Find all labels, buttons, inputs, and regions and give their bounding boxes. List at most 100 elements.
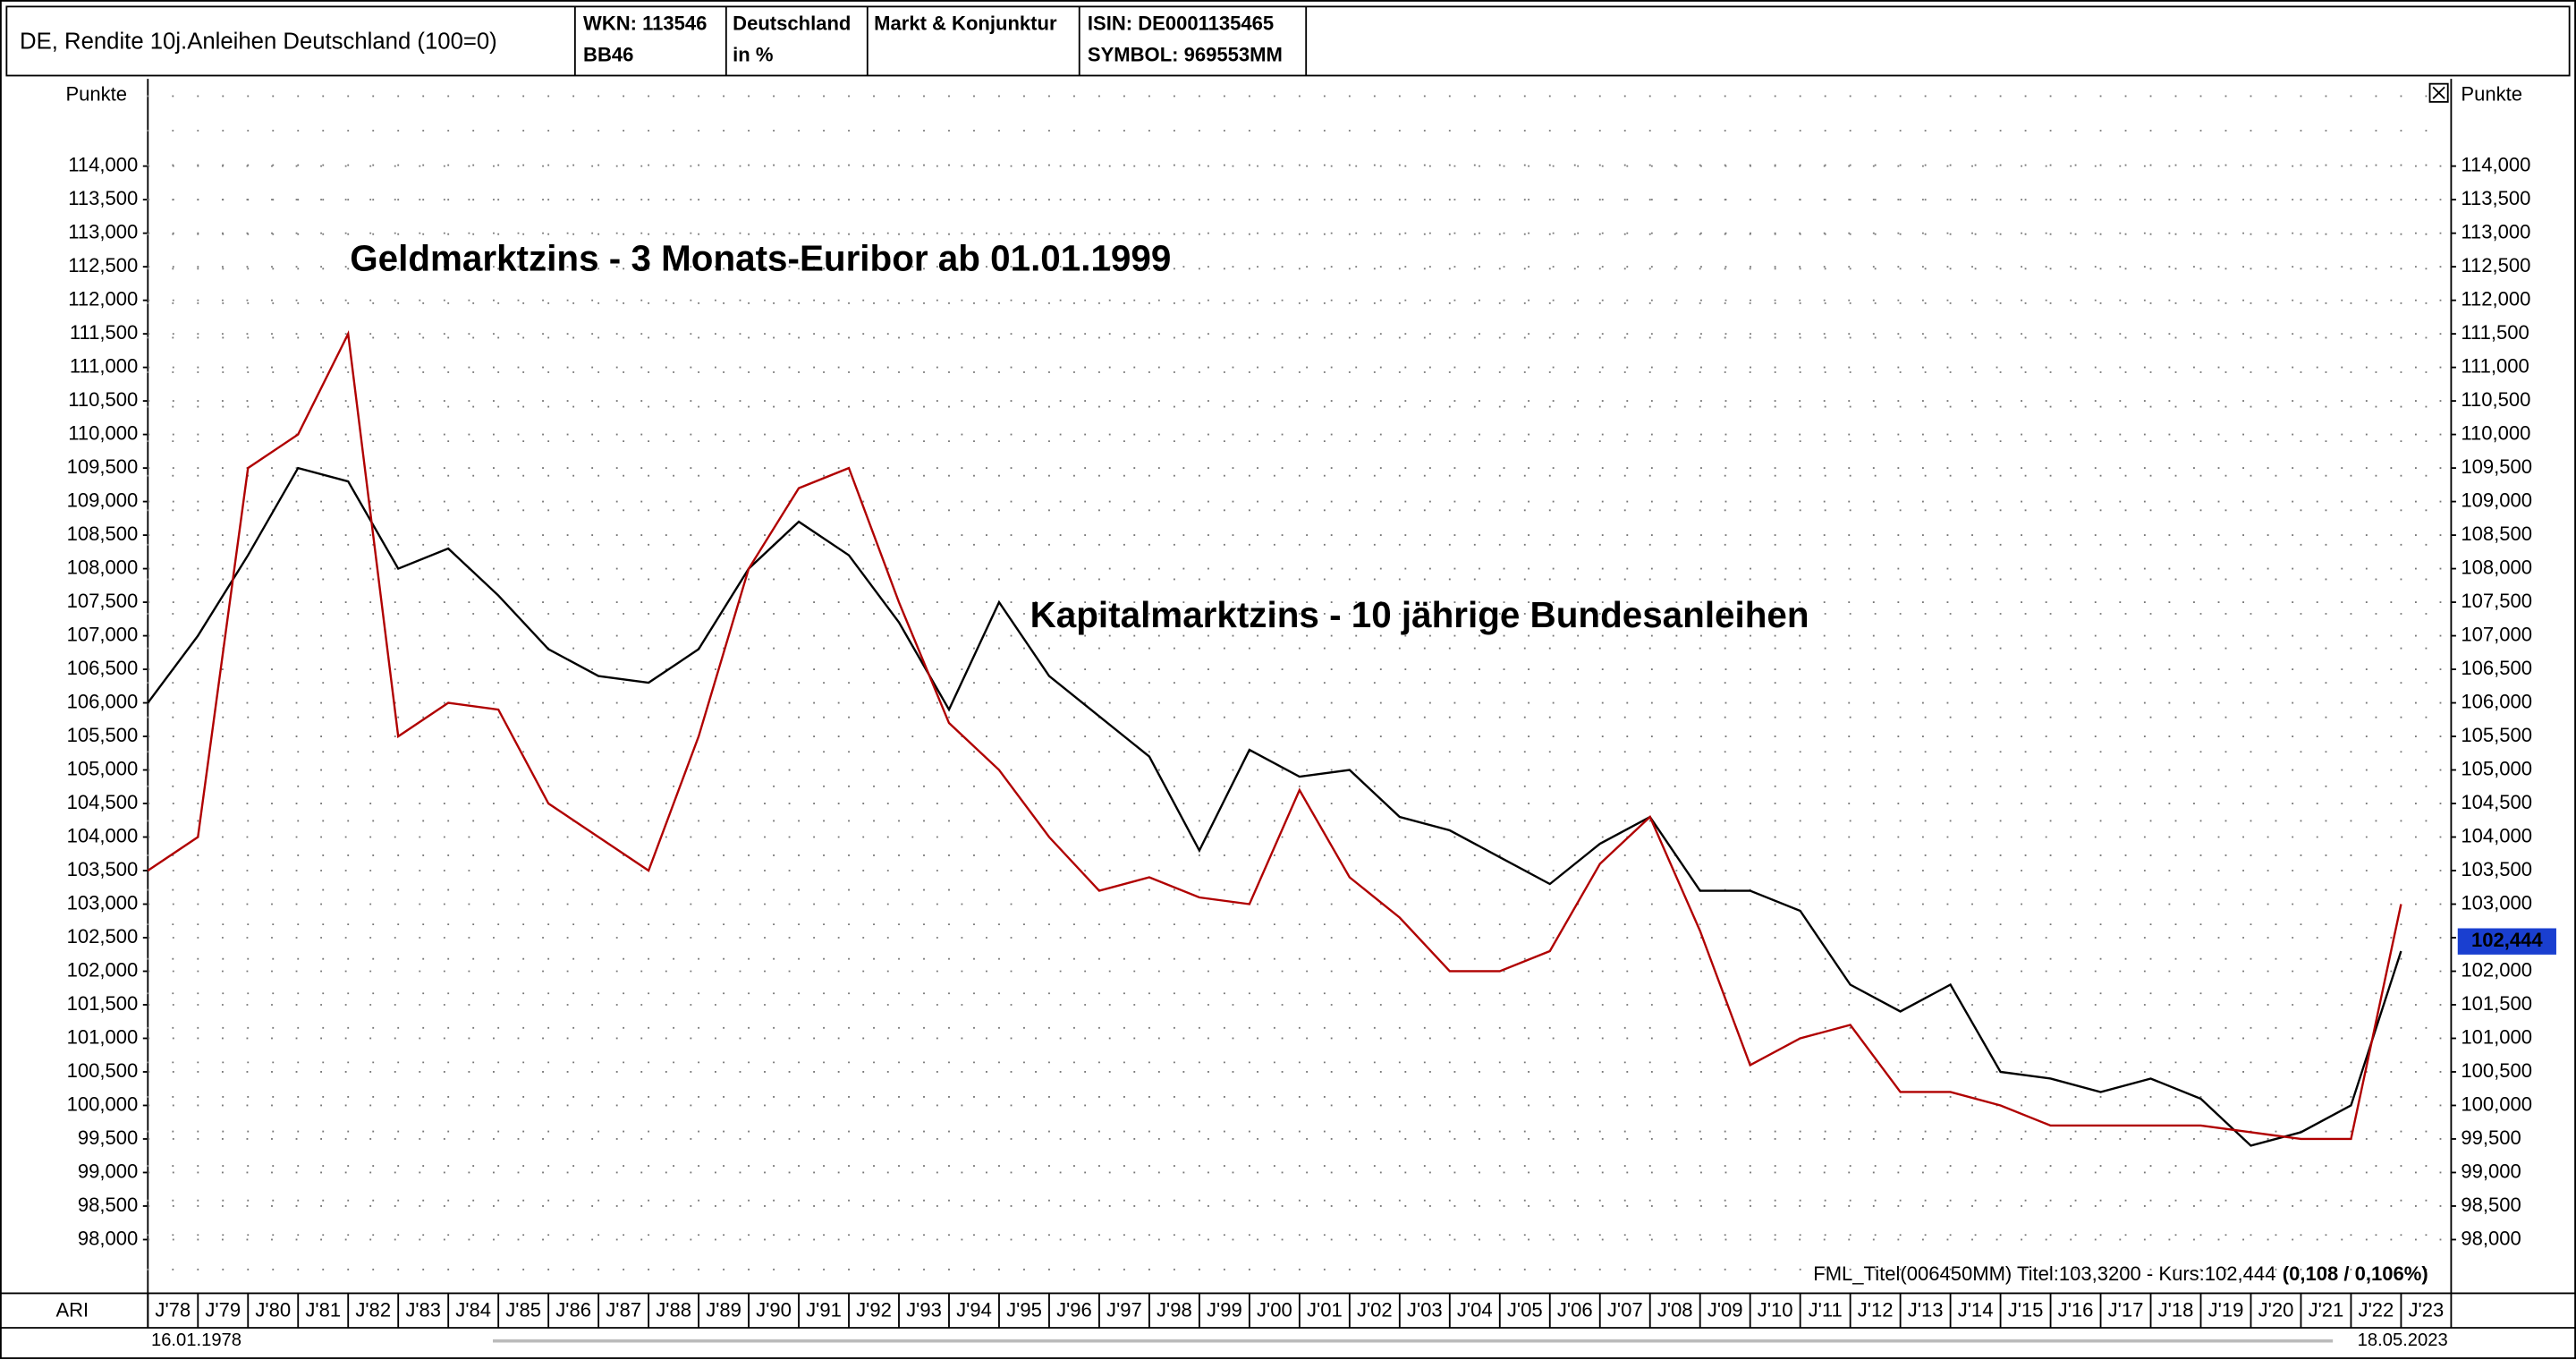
- y2-tick-label: 102,000: [2461, 958, 2532, 981]
- y-tick-label: 104,500: [67, 791, 139, 813]
- series-line: [147, 330, 2402, 1141]
- x-tick-label: J'09: [1707, 1298, 1743, 1321]
- x-tick-label: J'00: [1257, 1298, 1292, 1321]
- x-tick-label: J'17: [2108, 1298, 2144, 1321]
- y2-tick-label: 108,000: [2461, 556, 2532, 578]
- x-tick-label: J'18: [2158, 1298, 2194, 1321]
- x-tick-label: J'03: [1407, 1298, 1443, 1321]
- x-tick-label: J'86: [555, 1298, 591, 1321]
- x-tick-label: J'80: [255, 1298, 291, 1321]
- y2-tick-label: 111,500: [2461, 321, 2529, 344]
- y2-tick-label: 107,500: [2461, 590, 2532, 612]
- y-tick-label: 113,500: [68, 187, 138, 209]
- current-value-badge: [2457, 928, 2556, 955]
- y2-tick-label: 105,000: [2461, 757, 2532, 779]
- x-tick-label: J'14: [1958, 1298, 1994, 1321]
- y-tick-label: 114,000: [68, 153, 138, 175]
- x-tick-label: J'21: [2309, 1298, 2344, 1321]
- header-unit: in %: [733, 43, 774, 65]
- footer-start-date: 16.01.1978: [151, 1330, 242, 1350]
- x-tick-label: J'90: [756, 1298, 792, 1321]
- y-tick-label: 103,000: [67, 891, 139, 914]
- y2-tick-label: 103,500: [2461, 858, 2532, 880]
- x-tick-label: J'88: [656, 1298, 691, 1321]
- y2-tick-label: 111,000: [2461, 354, 2529, 377]
- y-tick-label: 109,500: [67, 455, 139, 478]
- y-tick-label: 112,500: [68, 254, 138, 276]
- header-wkn: WKN: 113546: [583, 12, 707, 34]
- header-box: [5, 5, 2571, 77]
- y2-tick-label: 109,500: [2461, 455, 2532, 478]
- x-tick-label: J'97: [1106, 1298, 1142, 1321]
- x-tick-label: J'91: [806, 1298, 842, 1321]
- y2-tick-label: 109,000: [2461, 489, 2532, 511]
- x-tick-label: J'06: [1557, 1298, 1593, 1321]
- y-tick-label: 105,500: [67, 724, 139, 746]
- y-tick-label: 108,500: [67, 523, 139, 545]
- y-tick-label: 101,000: [67, 1025, 139, 1048]
- x-tick-label: J'19: [2208, 1298, 2244, 1321]
- y2-tick-label: 104,000: [2461, 824, 2532, 846]
- header-isin: ISIN: DE0001135465: [1088, 12, 1274, 34]
- y-tick-label: 102,500: [67, 925, 139, 948]
- current-value-label: 102,444: [2471, 929, 2543, 951]
- x-tick-label: J'08: [1657, 1298, 1693, 1321]
- header-symbol: SYMBOL: 969553MM: [1088, 43, 1283, 65]
- y2-tick-label: 103,000: [2461, 891, 2532, 914]
- series-line: [147, 466, 2402, 1147]
- y2-tick-label: 105,500: [2461, 724, 2532, 746]
- x-tick-label: J'22: [2359, 1298, 2394, 1321]
- y2-tick-label: 114,000: [2461, 153, 2530, 175]
- y-tick-label: 110,500: [68, 388, 138, 411]
- y2-tick-label: 99,000: [2461, 1160, 2521, 1182]
- x-tick-label: J'82: [355, 1298, 391, 1321]
- y-tick-label: 101,500: [67, 992, 139, 1015]
- x-tick-label: J'78: [155, 1298, 191, 1321]
- y2-tick-label: 107,000: [2461, 623, 2532, 645]
- x-tick-label: J'94: [956, 1298, 992, 1321]
- y-tick-label: 113,000: [68, 220, 138, 242]
- annotation: Geldmarktzins - 3 Monats-Euribor ab 01.0…: [350, 238, 1171, 279]
- x-tick-label: J'96: [1056, 1298, 1092, 1321]
- y-tick-label: 102,000: [67, 958, 139, 981]
- x-tick-label: J'01: [1307, 1298, 1343, 1321]
- y2-tick-label: 106,000: [2461, 690, 2532, 712]
- x-tick-label: J'10: [1758, 1298, 1793, 1321]
- y-tick-label: 106,500: [67, 657, 139, 679]
- y2-tick-label: 100,500: [2461, 1059, 2532, 1082]
- x-tick-label: J'11: [1809, 1298, 1843, 1321]
- y-tick-label: 111,500: [70, 321, 138, 344]
- x-tick-label: J'02: [1357, 1298, 1393, 1321]
- x-tick-label: J'13: [1908, 1298, 1944, 1321]
- footer-ari: ARI: [55, 1298, 89, 1321]
- x-tick-label: J'81: [305, 1298, 341, 1321]
- x-tick-label: J'87: [606, 1298, 641, 1321]
- y2-axis-label: Punkte: [2461, 82, 2522, 105]
- y-tick-label: 100,500: [67, 1059, 139, 1082]
- x-tick-label: J'84: [455, 1298, 491, 1321]
- info-line: FML_Titel(006450MM) Titel:103,3200 - Kur…: [1813, 1262, 2428, 1285]
- header-group: Markt & Konjunktur: [874, 12, 1057, 34]
- x-tick-label: J'95: [1006, 1298, 1042, 1321]
- y2-tick-label: 100,000: [2461, 1092, 2532, 1115]
- x-tick-label: J'16: [2058, 1298, 2094, 1321]
- x-tick-label: J'05: [1507, 1298, 1543, 1321]
- y-tick-label: 98,000: [78, 1227, 138, 1249]
- x-tick-label: J'85: [505, 1298, 541, 1321]
- y-tick-label: 99,500: [78, 1126, 138, 1149]
- close-icon: [2432, 86, 2445, 99]
- y-tick-label: 111,000: [70, 354, 138, 377]
- x-tick-label: J'04: [1457, 1298, 1493, 1321]
- x-tick-label: J'89: [706, 1298, 741, 1321]
- y2-tick-label: 113,000: [2461, 220, 2530, 242]
- y2-tick-label: 99,500: [2461, 1126, 2521, 1149]
- x-tick-label: J'99: [1207, 1298, 1242, 1321]
- y2-tick-label: 108,500: [2461, 523, 2532, 545]
- y2-tick-label: 101,500: [2461, 992, 2532, 1015]
- y-tick-label: 103,500: [67, 858, 139, 880]
- y-tick-label: 99,000: [78, 1160, 138, 1182]
- y2-tick-label: 98,500: [2461, 1194, 2521, 1216]
- y2-tick-label: 110,000: [2461, 421, 2530, 444]
